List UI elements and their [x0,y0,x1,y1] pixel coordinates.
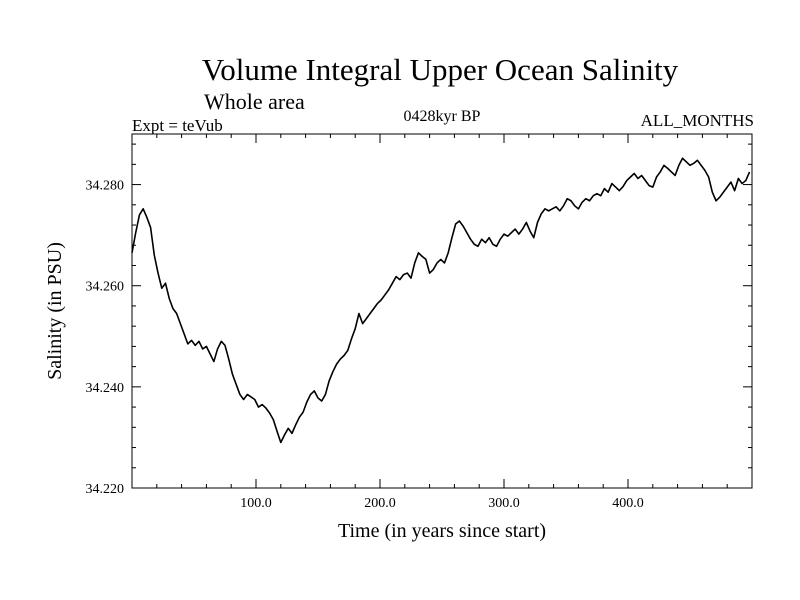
chart-subtitle: Whole area [204,89,305,114]
y-tick-label: 34.280 [86,179,125,194]
tick-labels: 100.0 200.0 300.0 400.0 34.220 34.240 34.260 34… [86,179,644,511]
x-tick-label: 400.0 [612,496,644,511]
x-tick-label: 200.0 [364,496,396,511]
period-label: 0428kyr BP [403,108,481,125]
axis-ticks [132,134,752,489]
y-tick-label: 34.220 [86,482,125,497]
x-axis-label: Time (in years since start) [338,520,546,542]
chart-title: Volume Integral Upper Ocean Salinity [201,52,679,87]
x-tick-label: 100.0 [240,496,272,511]
y-tick-label: 34.240 [86,381,125,396]
plot-frame [131,133,753,489]
experiment-label: Expt = teVub [132,116,223,135]
salinity-series-line [131,157,751,444]
y-axis-label: Salinity (in PSU) [44,242,66,380]
y-tick-label: 34.260 [86,280,125,295]
x-tick-label: 300.0 [488,496,520,511]
months-label: ALL_MONTHS [640,111,754,130]
